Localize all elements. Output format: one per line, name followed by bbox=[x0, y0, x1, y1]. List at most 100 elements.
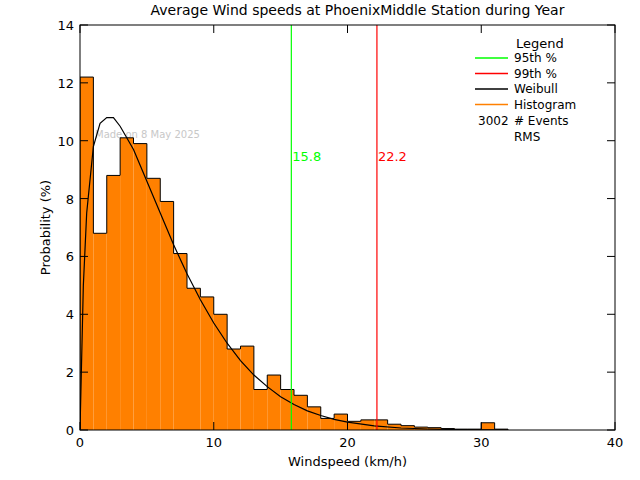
histogram-bar bbox=[187, 288, 200, 430]
histogram-outline bbox=[428, 427, 441, 429]
y-tick-label: 8 bbox=[66, 192, 74, 207]
histogram-outline bbox=[481, 423, 494, 429]
histogram-outline bbox=[401, 424, 414, 425]
chart: Average Wind speeds at PhoenixMiddle Sta… bbox=[0, 0, 640, 480]
y-tick-label: 2 bbox=[66, 365, 74, 380]
percentile-line bbox=[291, 25, 292, 430]
y-tick-label: 0 bbox=[66, 423, 74, 438]
histogram-outline bbox=[214, 297, 227, 314]
histogram-bar bbox=[227, 349, 240, 430]
legend-label: 95th % bbox=[514, 51, 557, 65]
histogram-outline bbox=[495, 423, 508, 430]
histogram-bar bbox=[481, 423, 494, 430]
histogram-outline bbox=[174, 201, 187, 253]
x-tick-label: 30 bbox=[473, 435, 490, 450]
histogram-bar bbox=[241, 346, 254, 430]
percentile-label: 22.2 bbox=[378, 149, 407, 164]
y-tick bbox=[607, 256, 615, 257]
y-tick bbox=[607, 372, 615, 373]
histogram-outline bbox=[348, 414, 361, 421]
legend-title: Legend bbox=[516, 36, 564, 51]
watermark: Made on 8 May 2025 bbox=[95, 129, 200, 140]
x-tick bbox=[347, 422, 348, 430]
histogram-outline bbox=[281, 375, 294, 389]
y-tick bbox=[80, 25, 88, 26]
histogram-outline bbox=[361, 420, 374, 421]
histogram-outline bbox=[374, 419, 387, 420]
y-tick bbox=[607, 25, 615, 26]
y-tick bbox=[80, 256, 88, 257]
x-tick bbox=[80, 422, 81, 430]
rms-label: RMS bbox=[514, 130, 540, 144]
histogram-outline bbox=[241, 346, 254, 349]
histogram-outline bbox=[254, 346, 267, 389]
histogram-outline bbox=[388, 420, 401, 424]
histogram-outline bbox=[307, 395, 320, 407]
histogram-outline bbox=[147, 144, 160, 179]
histogram-bar bbox=[160, 201, 173, 430]
y-tick-label: 14 bbox=[57, 18, 74, 33]
histogram-bar bbox=[254, 390, 267, 431]
events-count: 3002 bbox=[478, 114, 509, 128]
histogram-outline bbox=[134, 138, 147, 144]
histogram-outline bbox=[200, 288, 213, 297]
histogram-outline bbox=[414, 426, 427, 427]
title: Average Wind speeds at PhoenixMiddle Sta… bbox=[151, 2, 565, 18]
histogram-outline bbox=[80, 77, 93, 430]
x-tick bbox=[80, 25, 81, 33]
histogram-bar bbox=[281, 390, 294, 431]
histogram-bar bbox=[134, 144, 147, 430]
histogram-bar bbox=[174, 254, 187, 430]
histogram-bar bbox=[107, 175, 120, 430]
y-tick bbox=[607, 82, 615, 83]
histogram-bar bbox=[374, 420, 387, 430]
x-tick bbox=[213, 422, 214, 430]
x-tick bbox=[213, 25, 214, 33]
y-tick bbox=[607, 314, 615, 315]
y-tick-label: 12 bbox=[57, 76, 74, 91]
histogram-bar bbox=[321, 418, 334, 430]
legend-swatch bbox=[475, 88, 508, 90]
x-tick bbox=[615, 25, 616, 33]
y-tick-label: 10 bbox=[57, 134, 74, 149]
y-tick-label: 6 bbox=[66, 249, 74, 264]
histogram-outline bbox=[107, 175, 120, 233]
x-tick bbox=[481, 25, 482, 33]
legend-label: Histogram bbox=[514, 98, 576, 112]
histogram-bar bbox=[294, 395, 307, 430]
x-tick bbox=[347, 25, 348, 33]
histogram-outline bbox=[120, 138, 133, 176]
legend-label: 99th % bbox=[514, 67, 557, 81]
percentile-label: 15.8 bbox=[292, 149, 321, 164]
histogram-bar bbox=[214, 314, 227, 430]
y-tick bbox=[80, 140, 88, 141]
histogram-outline bbox=[267, 375, 280, 389]
histogram-bar bbox=[120, 138, 133, 430]
histogram-bar bbox=[147, 178, 160, 430]
percentile-line bbox=[376, 25, 377, 430]
x-tick-label: 0 bbox=[76, 435, 84, 450]
legend-swatch bbox=[475, 104, 508, 106]
y-tick bbox=[80, 198, 88, 199]
x-tick-label: 20 bbox=[339, 435, 356, 450]
y-tick bbox=[607, 198, 615, 199]
histogram-bar bbox=[80, 77, 93, 430]
y-tick-label: 4 bbox=[66, 307, 74, 322]
x-tick-label: 40 bbox=[607, 435, 624, 450]
histogram-outline bbox=[294, 390, 307, 396]
background bbox=[0, 0, 640, 480]
histogram-bar bbox=[200, 297, 213, 430]
y-axis-label: Probability (%) bbox=[38, 180, 53, 275]
histogram-bar bbox=[307, 407, 320, 430]
histogram-bar bbox=[267, 375, 280, 430]
legend-swatch bbox=[475, 73, 508, 75]
legend-swatch bbox=[475, 57, 508, 59]
x-tick bbox=[481, 422, 482, 430]
y-tick bbox=[607, 430, 615, 431]
x-tick-label: 10 bbox=[205, 435, 222, 450]
histogram-outline bbox=[187, 254, 200, 289]
legend-label: Weibull bbox=[514, 82, 558, 96]
y-tick bbox=[80, 314, 88, 315]
y-tick bbox=[80, 82, 88, 83]
histogram-outline bbox=[160, 178, 173, 201]
